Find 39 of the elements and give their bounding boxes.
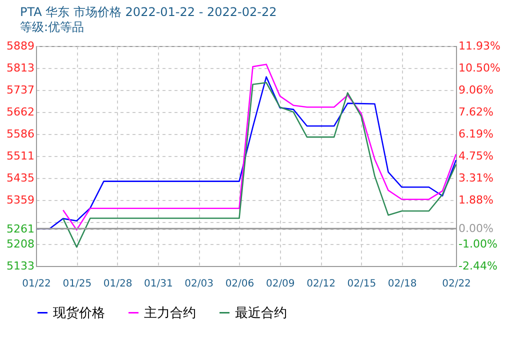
x-tick-label: 02/15 bbox=[347, 278, 376, 290]
y-tick-label: 5261 bbox=[6, 222, 34, 236]
y2-tick-label: 1.88% bbox=[458, 193, 494, 206]
x-tick-label: 01/22 bbox=[22, 278, 51, 290]
x-tick-label: 02/06 bbox=[225, 278, 254, 290]
y2-tick-label: -2.44% bbox=[458, 260, 498, 272]
x-tick-label: 02/12 bbox=[306, 278, 336, 290]
y2-tick-label: 7.62% bbox=[458, 105, 494, 118]
y-tick-label: 5737 bbox=[6, 84, 34, 97]
chart-title: PTA 华东 市场价格 2022-01-22 - 2022-02-22 bbox=[20, 5, 277, 19]
y2-tick-label: 0.00% bbox=[458, 222, 494, 236]
y2-tick-label: -1.00% bbox=[458, 237, 498, 250]
legend-label: 主力合约 bbox=[144, 304, 196, 321]
legend-label: 最近合约 bbox=[235, 306, 287, 321]
y2-tick-label: 4.75% bbox=[458, 149, 494, 162]
y2-tick-label: 9.06% bbox=[458, 83, 494, 96]
y2-tick-label: 10.50% bbox=[458, 61, 500, 74]
y-tick-label: 5208 bbox=[6, 238, 34, 251]
legend-label: 现货价格 bbox=[53, 306, 105, 321]
y-tick-label: 5435 bbox=[6, 172, 34, 185]
y-tick-label: 5359 bbox=[6, 194, 34, 207]
y-tick-label: 5511 bbox=[6, 150, 34, 162]
x-tick-label: 02/03 bbox=[184, 278, 214, 290]
x-tick-label: 01/31 bbox=[144, 278, 173, 290]
y-tick-label: 5586 bbox=[6, 128, 34, 141]
line-series bbox=[62, 82, 457, 248]
y2-tick-label: 3.31% bbox=[458, 171, 494, 184]
x-tick-label: 01/25 bbox=[62, 278, 92, 290]
x-tick-label: 02/22 bbox=[442, 278, 471, 290]
chart-subtitle: 等级:优等品 bbox=[20, 20, 84, 34]
x-tick-label: 02/09 bbox=[266, 278, 295, 290]
y2-tick-label: 6.19% bbox=[458, 127, 494, 140]
y-tick-label: 5133 bbox=[6, 260, 34, 272]
y-tick-label: 5889 bbox=[6, 40, 34, 52]
y-tick-label: 5813 bbox=[6, 62, 34, 75]
y2-tick-label: 11.93% bbox=[458, 40, 500, 52]
y-tick-label: 5662 bbox=[6, 106, 34, 119]
x-tick-label: 01/28 bbox=[103, 278, 132, 290]
x-tick-label: 02/18 bbox=[388, 278, 417, 290]
